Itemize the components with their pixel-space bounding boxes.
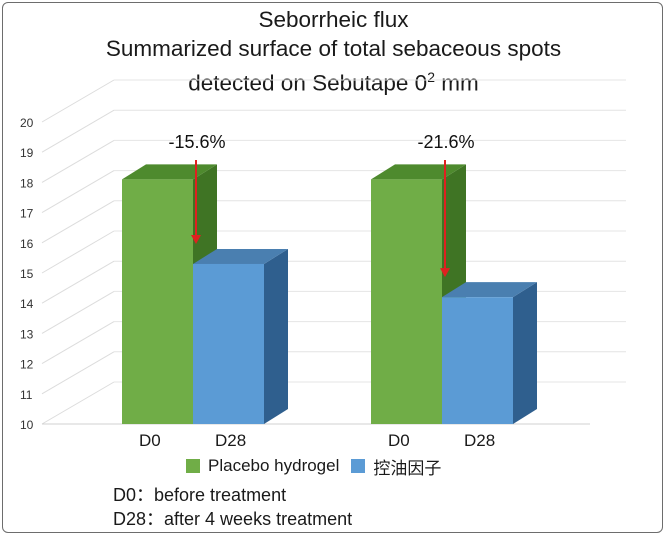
x-tick-label: D0	[139, 431, 161, 450]
y-tick-label: 13	[20, 327, 34, 341]
legend-swatch-placebo	[186, 459, 200, 473]
gridline-side	[41, 230, 115, 274]
y-tick-label: 17	[20, 207, 34, 221]
bar-side	[513, 282, 537, 424]
gridline-side	[41, 170, 115, 214]
gridline-side	[41, 351, 115, 395]
gridline-side	[41, 200, 115, 244]
chart-title: Seborrheic flux Summarized surface of to…	[0, 6, 667, 98]
notes: D0：before treatment D28：after 4 weeks tr…	[113, 483, 352, 531]
bar	[193, 263, 264, 424]
legend-label-oil-control: 控油因子	[373, 458, 442, 478]
y-tick-label: 19	[20, 146, 34, 160]
title-line-3-unit: mm	[441, 70, 479, 96]
bar-side	[264, 248, 288, 424]
title-line-3-text: detected on Sebutape 0	[188, 70, 428, 96]
legend-swatch-oil-control	[351, 459, 366, 473]
note-d28: D28：after 4 weeks treatment	[113, 509, 353, 529]
legend-label-placebo: Placebo hydrogel	[208, 456, 340, 475]
bar	[122, 179, 193, 424]
gridline-side	[41, 79, 115, 123]
legend: Placebo hydrogel 控油因子	[186, 454, 453, 478]
chart-frame	[2, 2, 663, 533]
bar-top	[193, 248, 288, 264]
gridline-side	[41, 260, 115, 304]
legend-item-oil-control: 控油因子	[351, 454, 441, 479]
y-tick-label: 18	[20, 176, 34, 190]
x-tick-label: D0	[388, 431, 410, 450]
arrow-head	[191, 234, 201, 244]
bar-top	[371, 164, 466, 180]
gridline-side	[41, 139, 115, 183]
y-tick-label: 14	[20, 297, 34, 311]
title-line-1: Seborrheic flux	[258, 7, 409, 32]
title-line-3: detected on Sebutape 02 mm	[0, 63, 667, 98]
x-tick-label: D28	[464, 431, 495, 450]
bar	[371, 179, 442, 424]
arrow-head	[440, 268, 450, 278]
gridline-side	[41, 109, 115, 153]
bar-top	[442, 282, 537, 298]
gridline-side	[41, 321, 115, 365]
note-d0: D0：before treatment	[113, 485, 287, 505]
x-tick-label: D28	[215, 431, 246, 450]
percent-change-label: -21.6%	[417, 132, 474, 152]
y-tick-label: 20	[20, 116, 34, 130]
gridline-side	[41, 290, 115, 334]
percent-change-label: -15.6%	[168, 132, 225, 152]
title-superscript: 2	[427, 69, 435, 85]
bar	[442, 297, 513, 424]
y-tick-label: 11	[20, 388, 33, 402]
gridline-side	[41, 381, 115, 425]
y-tick-label: 10	[20, 418, 34, 432]
y-tick-label: 15	[20, 267, 34, 281]
y-tick-label: 16	[20, 237, 34, 251]
y-tick-label: 12	[20, 358, 34, 372]
legend-item-placebo: Placebo hydrogel	[186, 456, 339, 476]
title-line-2: Summarized surface of total sebaceous sp…	[105, 35, 562, 61]
bar-top	[122, 164, 217, 180]
